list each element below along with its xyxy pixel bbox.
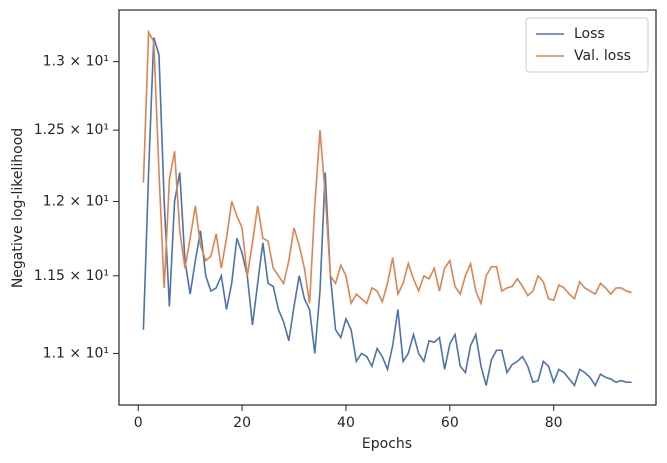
x-tick-label: 80 <box>545 415 563 431</box>
x-tick-label: 20 <box>233 415 251 431</box>
y-tick-label: 1.15 × 10¹ <box>34 268 109 284</box>
x-axis-label: Epochs <box>362 436 412 452</box>
y-axis-label: Negative log-likelihood <box>10 128 26 288</box>
series-line <box>142 37 632 388</box>
x-tick-label: 60 <box>441 415 459 431</box>
legend-frame <box>525 17 649 73</box>
y-tick-label: 1.2 × 10¹ <box>43 193 109 209</box>
x-tick-label: 40 <box>337 415 355 431</box>
legend-label: Val. loss <box>574 48 631 64</box>
legend-label: Loss <box>574 26 605 42</box>
legend: Loss Val. loss <box>525 17 649 73</box>
x-tick-label: 0 <box>134 415 143 431</box>
plot-frame <box>118 9 657 406</box>
series-line <box>142 29 632 307</box>
y-tick-label: 1.25 × 10¹ <box>34 122 109 138</box>
y-tick-label: 1.3 × 10¹ <box>43 54 109 70</box>
y-tick-label: 1.1 × 10¹ <box>43 345 109 361</box>
